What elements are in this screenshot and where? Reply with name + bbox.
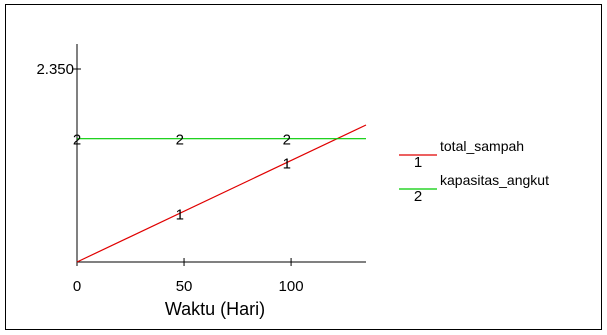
x-tick-label: 100: [279, 278, 304, 295]
ticks: 0 50 100 2.350: [36, 61, 303, 295]
legend-label: total_sampah: [440, 138, 524, 154]
x-tick-label: 0: [73, 278, 81, 295]
y-tick-label: 2.350: [36, 61, 74, 78]
x-tick-label: 50: [176, 278, 193, 295]
marker-label: 1: [176, 206, 184, 223]
legend-marker: 1: [414, 154, 422, 171]
legend-label: kapasitas_angkut: [440, 172, 549, 188]
marker-label: 2: [176, 132, 184, 149]
legend: 1 total_sampah 2 kapasitas_angkut: [399, 138, 549, 205]
marker-label: 1: [283, 156, 291, 173]
series-line-total-sampah: [76, 124, 367, 263]
legend-marker: 2: [414, 188, 422, 205]
marker-label: 2: [73, 132, 81, 149]
series-lines: [76, 124, 367, 263]
marker-labels: 1 1 2 2 2: [73, 132, 291, 224]
axes: [76, 44, 366, 263]
chart-frame: [5, 4, 602, 330]
marker-label: 2: [283, 132, 291, 149]
x-axis-label: Waktu (Hari): [165, 299, 265, 319]
